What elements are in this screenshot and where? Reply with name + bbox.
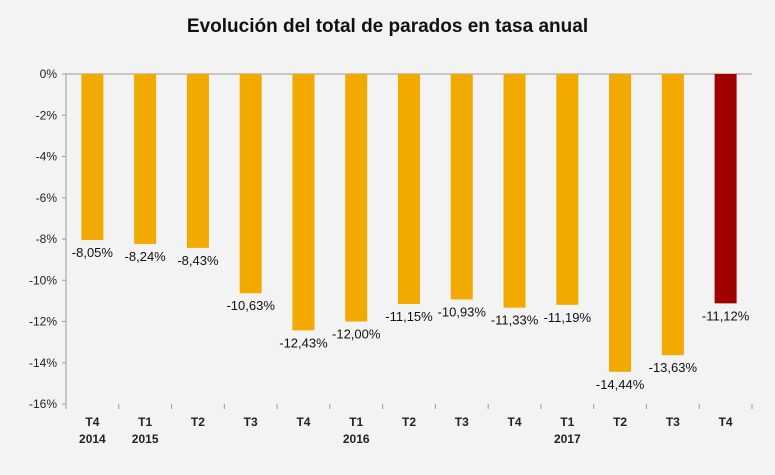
x-year-label: 2017 xyxy=(554,432,581,446)
y-tick-label: -10% xyxy=(29,273,57,287)
y-tick-label: 0% xyxy=(40,67,58,81)
data-label: -14,44% xyxy=(596,377,645,392)
x-tick-label: T3 xyxy=(666,415,680,429)
y-tick-label: -8% xyxy=(36,232,58,246)
bar xyxy=(81,74,104,241)
y-tick-label: -12% xyxy=(29,315,57,329)
bar xyxy=(345,74,368,322)
y-tick-label: -2% xyxy=(36,108,58,122)
data-label: -8,24% xyxy=(125,249,167,264)
data-label: -10,63% xyxy=(226,298,275,313)
x-tick-label: T2 xyxy=(191,415,205,429)
data-label: -10,93% xyxy=(438,304,487,319)
data-label: -11,15% xyxy=(385,309,433,324)
x-tick-label: T1 xyxy=(560,415,574,429)
x-tick-label: T4 xyxy=(719,415,733,429)
x-tick-label: T4 xyxy=(296,415,310,429)
bar xyxy=(186,74,209,248)
y-tick-label: -4% xyxy=(36,150,58,164)
y-tick-label: -16% xyxy=(29,397,57,411)
bar xyxy=(134,74,157,244)
data-label: -8,43% xyxy=(177,253,219,268)
bar xyxy=(609,74,632,372)
data-label: -13,63% xyxy=(649,360,698,375)
data-label: -8,05% xyxy=(72,245,114,260)
x-year-label: 2016 xyxy=(343,432,370,446)
data-label: -12,43% xyxy=(279,335,328,350)
data-label: -11,33% xyxy=(491,313,539,328)
x-tick-label: T3 xyxy=(244,415,258,429)
bar xyxy=(661,74,684,356)
x-year-label: 2015 xyxy=(132,432,159,446)
x-tick-label: T2 xyxy=(613,415,627,429)
bar xyxy=(556,74,579,305)
bar xyxy=(292,74,315,331)
bar xyxy=(398,74,420,304)
x-tick-label: T3 xyxy=(455,415,469,429)
x-tick-label: T4 xyxy=(508,415,522,429)
x-tick-label: T2 xyxy=(402,415,416,429)
x-tick-label: T1 xyxy=(349,415,363,429)
bar xyxy=(714,74,737,304)
bar xyxy=(450,74,473,300)
bar xyxy=(239,74,262,294)
x-tick-label: T1 xyxy=(138,415,152,429)
chart-title: Evolución del total de parados en tasa a… xyxy=(186,16,589,37)
y-tick-label: -6% xyxy=(36,191,58,205)
data-label: -11,19% xyxy=(544,310,592,325)
data-label: -12,00% xyxy=(332,327,381,342)
x-year-label: 2014 xyxy=(79,432,106,446)
y-tick-label: -14% xyxy=(29,356,57,370)
x-tick-label: T4 xyxy=(85,415,99,429)
data-label: -11,12% xyxy=(702,308,750,323)
bar xyxy=(503,74,526,308)
